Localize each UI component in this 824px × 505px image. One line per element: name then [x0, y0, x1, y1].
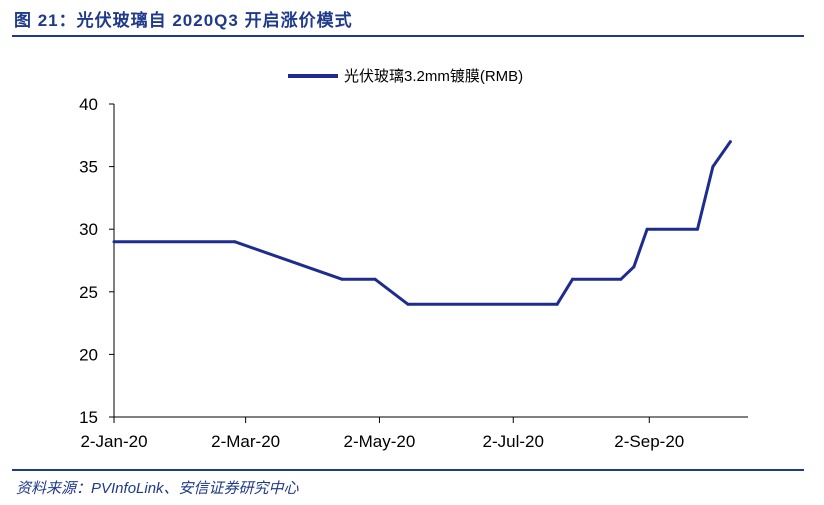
- x-tick-label: 2-Jul-20: [483, 432, 544, 451]
- title-divider: [12, 35, 804, 37]
- series-line: [114, 140, 732, 306]
- series-point: [112, 240, 116, 244]
- y-tick-label: 30: [79, 220, 98, 239]
- series-point: [571, 277, 574, 281]
- series-point: [645, 227, 649, 231]
- series-point: [373, 277, 377, 281]
- y-tick-label: 40: [79, 95, 98, 114]
- x-tick-label: 2-Mar-20: [211, 432, 280, 451]
- series-point: [711, 165, 715, 169]
- series-point: [728, 140, 732, 144]
- x-tick-label: 2-May-20: [344, 432, 416, 451]
- series-point: [406, 302, 410, 306]
- y-tick-label: 15: [79, 408, 98, 427]
- footer-divider: [12, 469, 804, 471]
- x-tick-label: 2-Jan-20: [80, 432, 147, 451]
- y-tick-label: 25: [79, 283, 98, 302]
- legend: 光伏玻璃3.2mm镀膜(RMB): [288, 68, 523, 85]
- y-tick-label: 20: [79, 345, 98, 364]
- axes: [113, 104, 748, 418]
- series-point: [619, 277, 623, 281]
- y-tick-label: 35: [79, 158, 98, 177]
- x-axis-ticks: 2-Jan-20 2-Mar-20 2-May-20 2-Jul-20 2-Sep-20: [80, 417, 684, 451]
- series-point: [555, 302, 559, 306]
- legend-label: 光伏玻璃3.2mm镀膜(RMB): [344, 68, 523, 85]
- source-note: 资料来源：PVInfoLink、安信证券研究中心: [16, 480, 299, 497]
- x-tick-label: 2-Sep-20: [614, 432, 684, 451]
- series-point: [233, 240, 237, 244]
- y-axis-ticks: 15 20 25 30 35 40: [79, 95, 114, 427]
- series-point: [696, 227, 699, 231]
- series-point: [632, 265, 636, 269]
- figure-title: 图 21：光伏玻璃自 2020Q3 开启涨价模式: [14, 11, 353, 30]
- series-point: [340, 277, 344, 281]
- series-group: [112, 140, 732, 306]
